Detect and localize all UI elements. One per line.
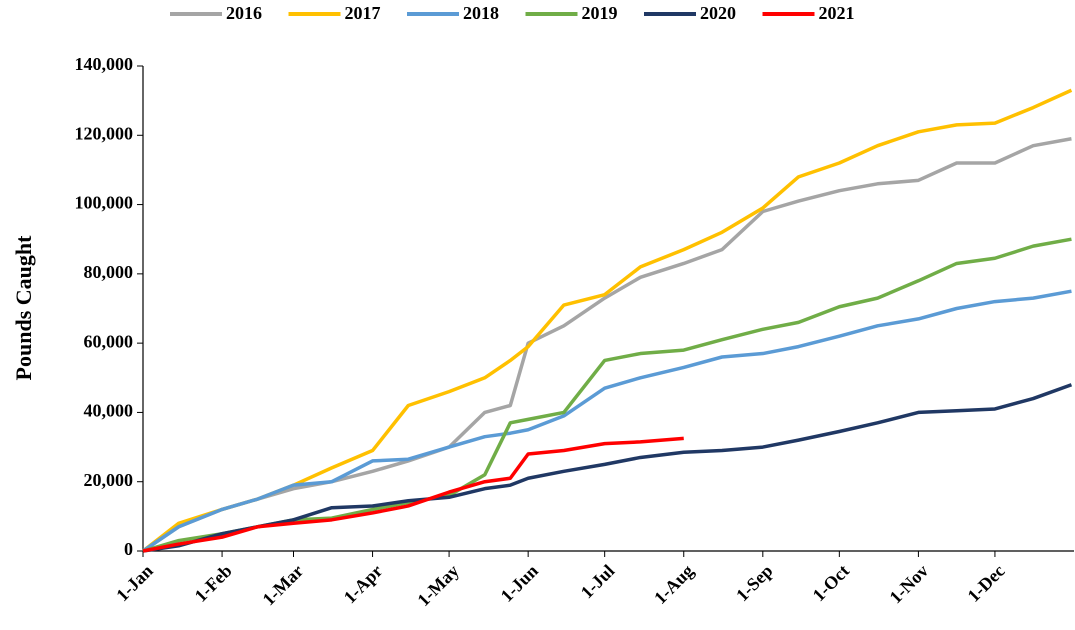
legend-label: 2020 xyxy=(700,3,736,23)
x-tick-label: 1-Jan xyxy=(112,561,157,606)
legend-label: 2021 xyxy=(819,3,855,23)
legend-label: 2016 xyxy=(226,3,262,23)
y-tick-label: 0 xyxy=(124,539,133,559)
y-tick-label: 140,000 xyxy=(75,54,134,74)
x-tick-label: 1-Dec xyxy=(963,561,1008,606)
series-line xyxy=(142,137,1072,553)
x-tick-label: 1-Feb xyxy=(191,561,236,606)
y-tick-label: 60,000 xyxy=(84,331,134,351)
series-line xyxy=(141,88,1073,553)
series-line xyxy=(142,383,1073,553)
x-tick-label: 1-Aug xyxy=(650,561,697,608)
x-tick-label: 1-Nov xyxy=(885,561,932,608)
x-tick-label: 1-Jul xyxy=(577,561,619,603)
legend-label: 2018 xyxy=(463,3,499,23)
x-tick-label: 1-Oct xyxy=(809,561,854,606)
y-tick-label: 20,000 xyxy=(84,470,134,490)
x-tick-label: 1-May xyxy=(413,561,462,610)
y-tick-label: 40,000 xyxy=(84,401,134,421)
series-line xyxy=(142,237,1072,553)
y-tick-label: 120,000 xyxy=(75,123,134,143)
x-tick-label: 1-Apr xyxy=(340,561,387,608)
legend-label: 2017 xyxy=(345,3,381,23)
x-tick-label: 1-Sep xyxy=(732,561,777,606)
x-tick-label: 1-Mar xyxy=(258,561,307,610)
y-tick-label: 100,000 xyxy=(75,193,134,213)
y-axis-label: Pounds Caught xyxy=(11,235,36,381)
y-tick-label: 80,000 xyxy=(84,262,134,282)
series-line xyxy=(142,289,1072,553)
legend-label: 2019 xyxy=(582,3,618,23)
x-tick-label: 1-Jun xyxy=(497,561,542,606)
series-line xyxy=(142,436,684,553)
